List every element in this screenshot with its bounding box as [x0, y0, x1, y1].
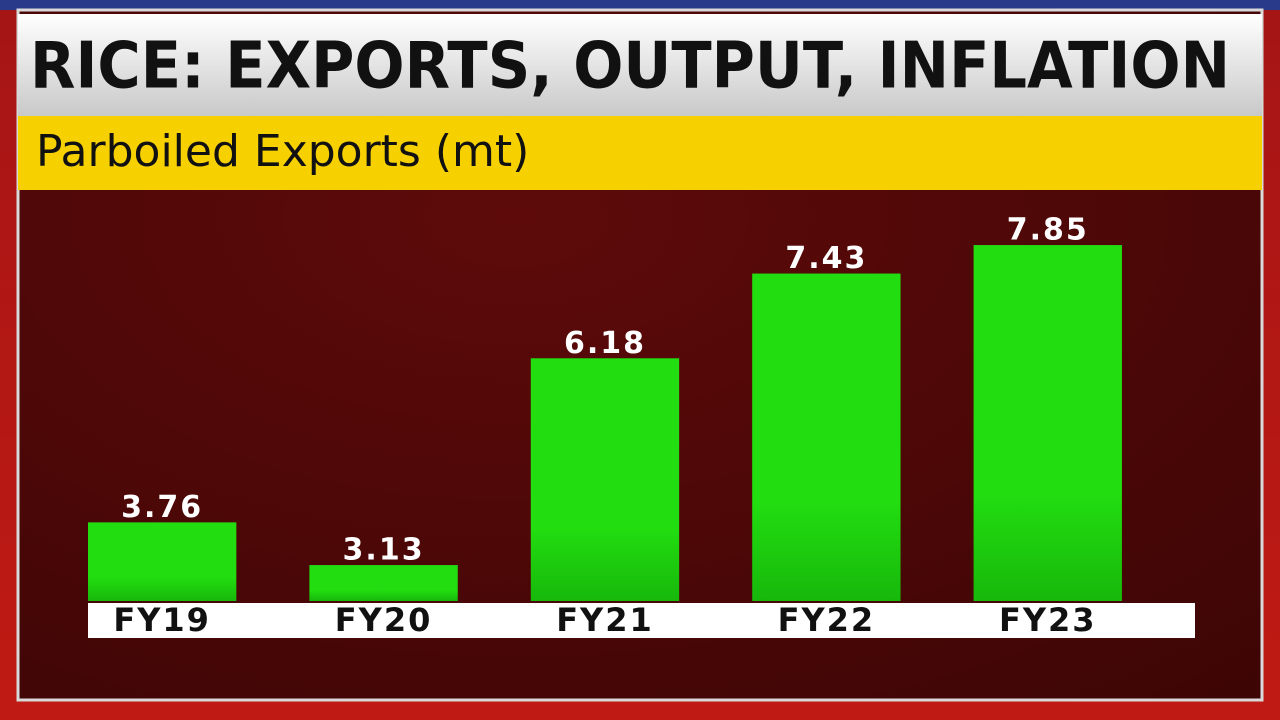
title-band — [18, 14, 1262, 116]
x-tick-label: FY21 — [556, 601, 654, 639]
x-tick-label: FY22 — [778, 601, 876, 639]
value-label: 7.85 — [1007, 213, 1089, 248]
x-tick-label: FY20 — [335, 601, 433, 639]
subtitle-band — [18, 116, 1262, 190]
x-tick-label: FY23 — [999, 601, 1097, 639]
chart-title: RICE: EXPORTS, OUTPUT, INFLATION — [30, 30, 1230, 104]
x-tick-label: FY19 — [113, 601, 211, 639]
value-label: 3.13 — [343, 533, 425, 568]
bar — [309, 565, 458, 601]
top-strip — [0, 0, 1280, 10]
category-strip — [88, 603, 1195, 638]
bar — [973, 245, 1122, 601]
chart-subtitle: Parboiled Exports (mt) — [36, 126, 529, 177]
value-label: 7.43 — [785, 241, 867, 276]
bar — [530, 358, 680, 601]
bar — [752, 273, 901, 601]
bar — [88, 522, 237, 601]
value-label: 3.76 — [121, 490, 203, 525]
value-label: 6.18 — [564, 326, 646, 361]
